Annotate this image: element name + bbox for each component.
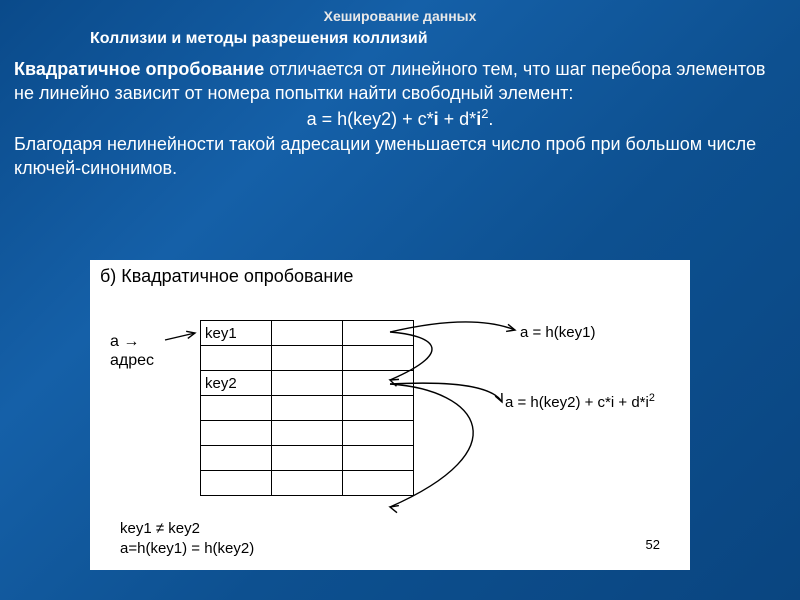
table-cell xyxy=(272,346,343,371)
table-row xyxy=(201,421,414,446)
table-cell xyxy=(201,346,272,371)
table-cell xyxy=(201,471,272,496)
table-cell xyxy=(272,421,343,446)
table-cell xyxy=(343,321,414,346)
table-cell xyxy=(272,446,343,471)
slide-subtitle: Коллизии и методы разрешения коллизий xyxy=(90,30,428,48)
diagram-title: б) Квадратичное опробование xyxy=(100,266,353,287)
para2: Благодаря нелинейности такой адресации у… xyxy=(14,134,756,178)
bold-term: Квадратичное опробование xyxy=(14,59,264,79)
table-row xyxy=(201,446,414,471)
slide: Хеширование данных Коллизии и методы раз… xyxy=(0,0,800,600)
table-cell xyxy=(272,471,343,496)
table-row xyxy=(201,396,414,421)
table-row: key2 xyxy=(201,371,414,396)
eq2-sup: 2 xyxy=(649,392,655,404)
table-row xyxy=(201,471,414,496)
diagram: б) Квадратичное опробование a → адрес ke… xyxy=(90,260,690,570)
table-cell xyxy=(343,371,414,396)
formula: a = h(key2) + c*i + d*i2. xyxy=(14,108,786,132)
eq2-prefix: a = h(key2) + c*i + d*i xyxy=(505,394,649,411)
table-cell xyxy=(201,446,272,471)
table-cell xyxy=(201,421,272,446)
page-number: 52 xyxy=(646,537,660,552)
hash-table: key1 key2 xyxy=(200,320,414,496)
table-cell xyxy=(201,396,272,421)
table-cell xyxy=(343,471,414,496)
hash-table-body: key1 key2 xyxy=(201,321,414,496)
addr-line1: a → xyxy=(110,333,139,350)
table-row: key1 xyxy=(201,321,414,346)
bottom-line1: key1 ≠ key2 xyxy=(120,520,200,537)
formula-mid: + d* xyxy=(439,109,477,129)
table-cell xyxy=(343,446,414,471)
addr-line2: адрес xyxy=(110,352,154,369)
table-row xyxy=(201,346,414,371)
slide-topic: Хеширование данных xyxy=(0,8,800,24)
table-cell: key2 xyxy=(201,371,272,396)
equation-1: a = h(key1) xyxy=(520,324,595,341)
formula-end: . xyxy=(488,109,493,129)
table-cell xyxy=(272,371,343,396)
equation-2: a = h(key2) + c*i + d*i2 xyxy=(505,394,655,411)
slide-body: Квадратичное опробование отличается от л… xyxy=(14,58,786,181)
bottom-equations: key1 ≠ key2 a=h(key1) = h(key2) xyxy=(120,519,254,558)
table-cell xyxy=(343,421,414,446)
table-cell: key1 xyxy=(201,321,272,346)
table-cell xyxy=(272,321,343,346)
table-cell xyxy=(343,346,414,371)
table-cell xyxy=(343,396,414,421)
table-cell xyxy=(272,396,343,421)
bottom-line2: a=h(key1) = h(key2) xyxy=(120,540,254,557)
address-label: a → адрес xyxy=(110,332,154,370)
formula-prefix: a = h(key2) + c* xyxy=(307,109,434,129)
